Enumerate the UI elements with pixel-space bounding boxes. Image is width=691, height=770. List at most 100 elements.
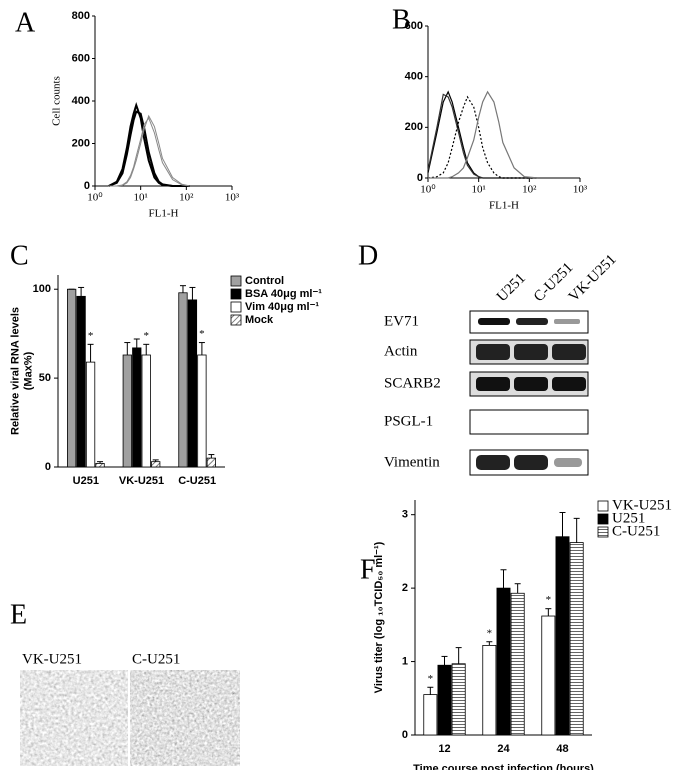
row-label: Actin (384, 343, 418, 359)
histogram-line (427, 90, 539, 179)
bar (141, 354, 151, 468)
x-tick-label: 10² (179, 192, 194, 204)
bar (151, 461, 161, 468)
y-tick-label: 600 (405, 20, 423, 32)
band (516, 318, 548, 325)
legend-label: VK-U251 (612, 497, 672, 513)
y-tick-label: 100 (33, 283, 51, 295)
image (130, 670, 240, 766)
error-bar (152, 459, 159, 462)
panel-letter: D (358, 240, 378, 271)
band (514, 455, 548, 470)
band (554, 458, 582, 467)
image-label: C-U251 (132, 651, 180, 667)
y-tick-label: 50 (39, 372, 51, 384)
error-bar (486, 641, 493, 646)
histogram-line (108, 110, 190, 187)
band (554, 319, 580, 324)
row-label: PSGL-1 (384, 413, 433, 429)
x-tick-label: VK-U251 (119, 475, 164, 487)
significance-mark: * (487, 627, 493, 639)
significance-mark: * (428, 673, 434, 685)
y-tick-label: 0 (45, 461, 51, 473)
bar (510, 592, 525, 736)
blot: U251 C-U251 VK-U251 EV71 Actin SCARB2 PS… (384, 252, 620, 476)
y-axis-label: Virus titer (log ₁₀TCID₅₀ ml⁻¹) (373, 541, 385, 693)
x-tick-label: 24 (497, 743, 510, 755)
bar (67, 288, 77, 468)
error-bar (455, 647, 462, 664)
histogram-line (427, 93, 539, 179)
band (476, 455, 510, 470)
panel-letter: A (15, 7, 36, 38)
error-bar (189, 286, 196, 300)
error-bar (133, 338, 140, 348)
error-bar (500, 569, 507, 589)
row-label: Vimentin (384, 454, 440, 470)
significance-mark: * (88, 330, 94, 342)
bar (197, 354, 207, 468)
x-axis-label: FL1-H (489, 200, 519, 212)
band (478, 318, 510, 325)
legend-label: Vim 40μg ml⁻¹ (245, 301, 319, 313)
row-label: EV71 (384, 313, 419, 329)
legend-swatch (230, 301, 242, 313)
y-tick-label: 3 (402, 509, 408, 521)
histogram-line (108, 114, 191, 187)
y-tick-label: 1 (402, 655, 408, 667)
x-tick-label: 10³ (225, 192, 240, 204)
band (514, 377, 548, 391)
y-axis-label: (Max%) (22, 351, 34, 390)
legend-swatch (230, 314, 242, 326)
legend-swatch (230, 288, 242, 300)
bar (132, 347, 142, 468)
error-bar (87, 343, 94, 363)
y-tick-label: 400 (405, 71, 423, 83)
blot-strip (469, 409, 589, 435)
error-bar (97, 461, 104, 464)
error-bar (427, 686, 434, 695)
error-bar (573, 517, 580, 543)
y-tick-label: 400 (72, 95, 90, 107)
histogram-line (427, 95, 539, 179)
y-tick-label: 0 (402, 729, 408, 741)
bar (482, 645, 497, 736)
bar (178, 292, 188, 468)
error-bar (208, 454, 215, 459)
legend-swatch (597, 500, 609, 512)
x-tick-label: 10⁰ (87, 192, 103, 204)
legend-label: U251 (612, 510, 645, 526)
y-tick-label: 0 (84, 180, 90, 192)
histogram-line (428, 90, 539, 179)
bar (122, 354, 132, 468)
error-bar (198, 342, 205, 355)
band (514, 344, 548, 360)
bar (95, 463, 105, 468)
bar (76, 295, 86, 468)
x-axis-label: Time course post infection (hours) (413, 763, 594, 770)
error-bar (559, 511, 566, 537)
legend-label: Control (245, 275, 284, 287)
lane-label: U251 (494, 270, 529, 305)
bar (555, 536, 570, 736)
y-tick-label: 2 (402, 582, 408, 594)
bar (569, 542, 584, 736)
error-bar (179, 285, 186, 293)
x-axis-label: FL1-H (149, 208, 179, 220)
panel-letter: C (10, 240, 29, 271)
error-bar (124, 342, 131, 355)
significance-mark: * (143, 330, 149, 342)
bar (187, 299, 198, 468)
y-tick-label: 200 (72, 137, 90, 149)
band (552, 377, 586, 391)
significance-mark: * (199, 328, 205, 340)
y-tick-label: 800 (72, 10, 90, 22)
row-label: SCARB2 (384, 375, 441, 391)
significance-mark: * (546, 594, 552, 606)
error-bar (514, 583, 521, 594)
error-bar (545, 608, 552, 617)
y-tick-label: 0 (417, 172, 423, 184)
band (476, 377, 510, 391)
x-tick-label: 10² (522, 184, 537, 196)
